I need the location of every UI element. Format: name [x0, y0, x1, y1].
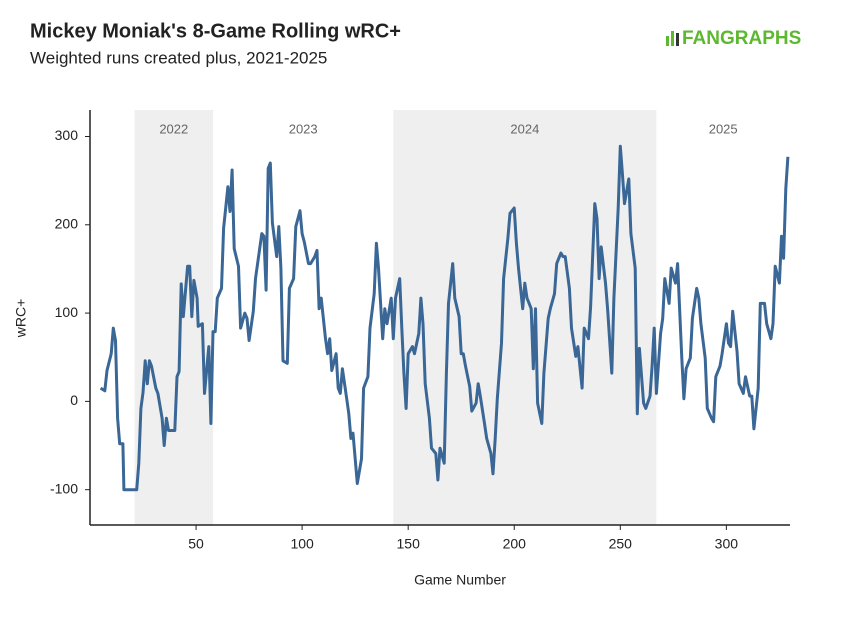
y-tick-label: 200 — [55, 215, 79, 231]
x-tick-label: 200 — [503, 536, 527, 552]
x-tick-label: 50 — [188, 536, 204, 552]
season-band — [393, 110, 657, 525]
x-axis-label: Game Number — [414, 572, 506, 588]
logo-bar — [676, 33, 679, 46]
y-tick-label: -100 — [50, 480, 78, 496]
x-tick-label: 100 — [290, 536, 314, 552]
season-label: 2025 — [709, 121, 738, 136]
x-tick-label: 150 — [397, 536, 421, 552]
y-tick-label: 300 — [55, 127, 79, 143]
data-line — [99, 144, 790, 492]
logo-bar — [671, 31, 674, 46]
season-label: 2022 — [159, 121, 188, 136]
brand-text: FANGRAPHS — [682, 28, 801, 49]
brand-logo: FANGRAPHS — [666, 28, 801, 49]
x-tick-label: 300 — [715, 536, 739, 552]
chart-subtitle: Weighted runs created plus, 2021-2025 — [30, 48, 327, 67]
y-tick-label: 0 — [70, 392, 78, 408]
y-axis-label: wRC+ — [13, 299, 29, 339]
chart-title: Mickey Moniak's 8-Game Rolling wRC+ — [30, 20, 401, 42]
season-label: 2024 — [510, 121, 539, 136]
logo-bar — [666, 36, 669, 46]
y-tick-label: 100 — [55, 304, 79, 320]
season-band — [134, 110, 214, 525]
season-label: 2023 — [289, 121, 318, 136]
x-tick-label: 250 — [609, 536, 633, 552]
